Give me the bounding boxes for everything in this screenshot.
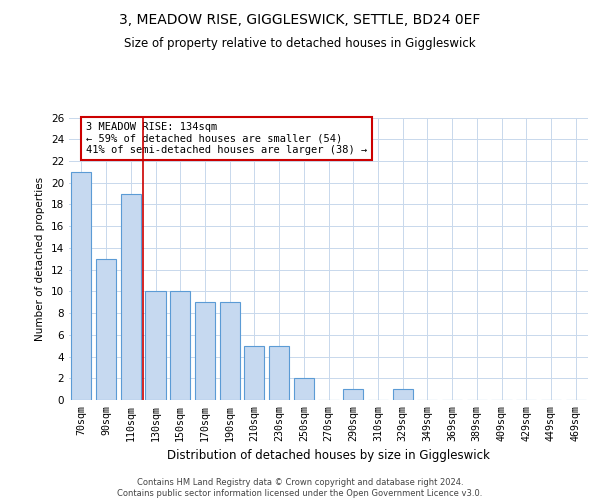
Bar [392, 389, 413, 400]
Bar [293, 378, 314, 400]
Bar [145, 292, 166, 400]
Y-axis label: Number of detached properties: Number of detached properties [35, 176, 46, 341]
Bar [170, 292, 190, 400]
Bar [71, 172, 91, 400]
Bar [96, 259, 116, 400]
Text: Size of property relative to detached houses in Giggleswick: Size of property relative to detached ho… [124, 38, 476, 51]
Text: 3, MEADOW RISE, GIGGLESWICK, SETTLE, BD24 0EF: 3, MEADOW RISE, GIGGLESWICK, SETTLE, BD2… [119, 12, 481, 26]
Bar [121, 194, 141, 400]
Text: Contains HM Land Registry data © Crown copyright and database right 2024.
Contai: Contains HM Land Registry data © Crown c… [118, 478, 482, 498]
Bar [220, 302, 240, 400]
Text: 3 MEADOW RISE: 134sqm
← 59% of detached houses are smaller (54)
41% of semi-deta: 3 MEADOW RISE: 134sqm ← 59% of detached … [86, 122, 367, 155]
Bar [343, 389, 364, 400]
Bar [269, 346, 289, 400]
X-axis label: Distribution of detached houses by size in Giggleswick: Distribution of detached houses by size … [167, 449, 490, 462]
Bar [244, 346, 265, 400]
Bar [195, 302, 215, 400]
